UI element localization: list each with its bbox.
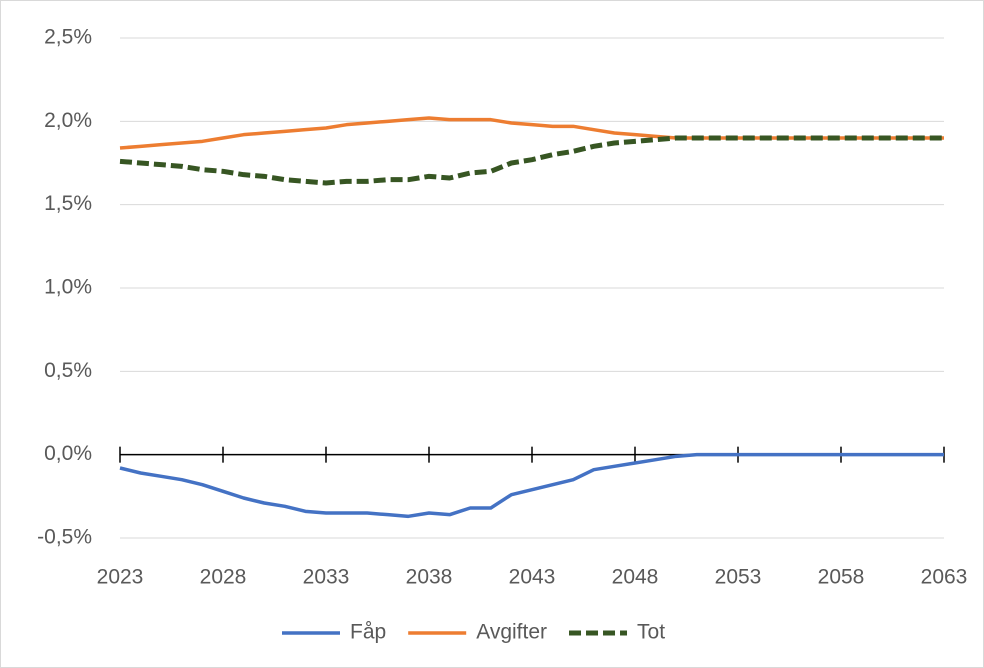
x-tick-label: 2053	[715, 566, 762, 589]
y-tick-label: 2,5%	[44, 26, 92, 49]
y-tick-label: 1,5%	[44, 192, 92, 215]
legend-label: Avgifter	[476, 621, 547, 644]
legend-label: Fåp	[350, 621, 386, 644]
x-tick-label: 2048	[612, 566, 659, 589]
series-line	[119, 135, 944, 186]
x-tick-label: 2028	[200, 566, 247, 589]
y-tick-label: 0,0%	[44, 442, 92, 465]
legend-label: Tot	[637, 621, 665, 644]
y-tick-label: 1,0%	[44, 276, 92, 299]
y-tick-label: 0,5%	[44, 359, 92, 382]
x-tick-label: 2058	[818, 566, 865, 589]
x-tick-label: 2043	[509, 566, 556, 589]
y-tick-label: -0,5%	[37, 526, 92, 549]
x-tick-label: 2023	[97, 566, 144, 589]
series-line	[119, 116, 944, 150]
series-line	[119, 452, 944, 519]
x-tick-label: 2033	[303, 566, 350, 589]
x-tick-label: 2038	[406, 566, 453, 589]
x-tick-label: 2063	[921, 566, 968, 589]
y-tick-label: 2,0%	[44, 109, 92, 132]
